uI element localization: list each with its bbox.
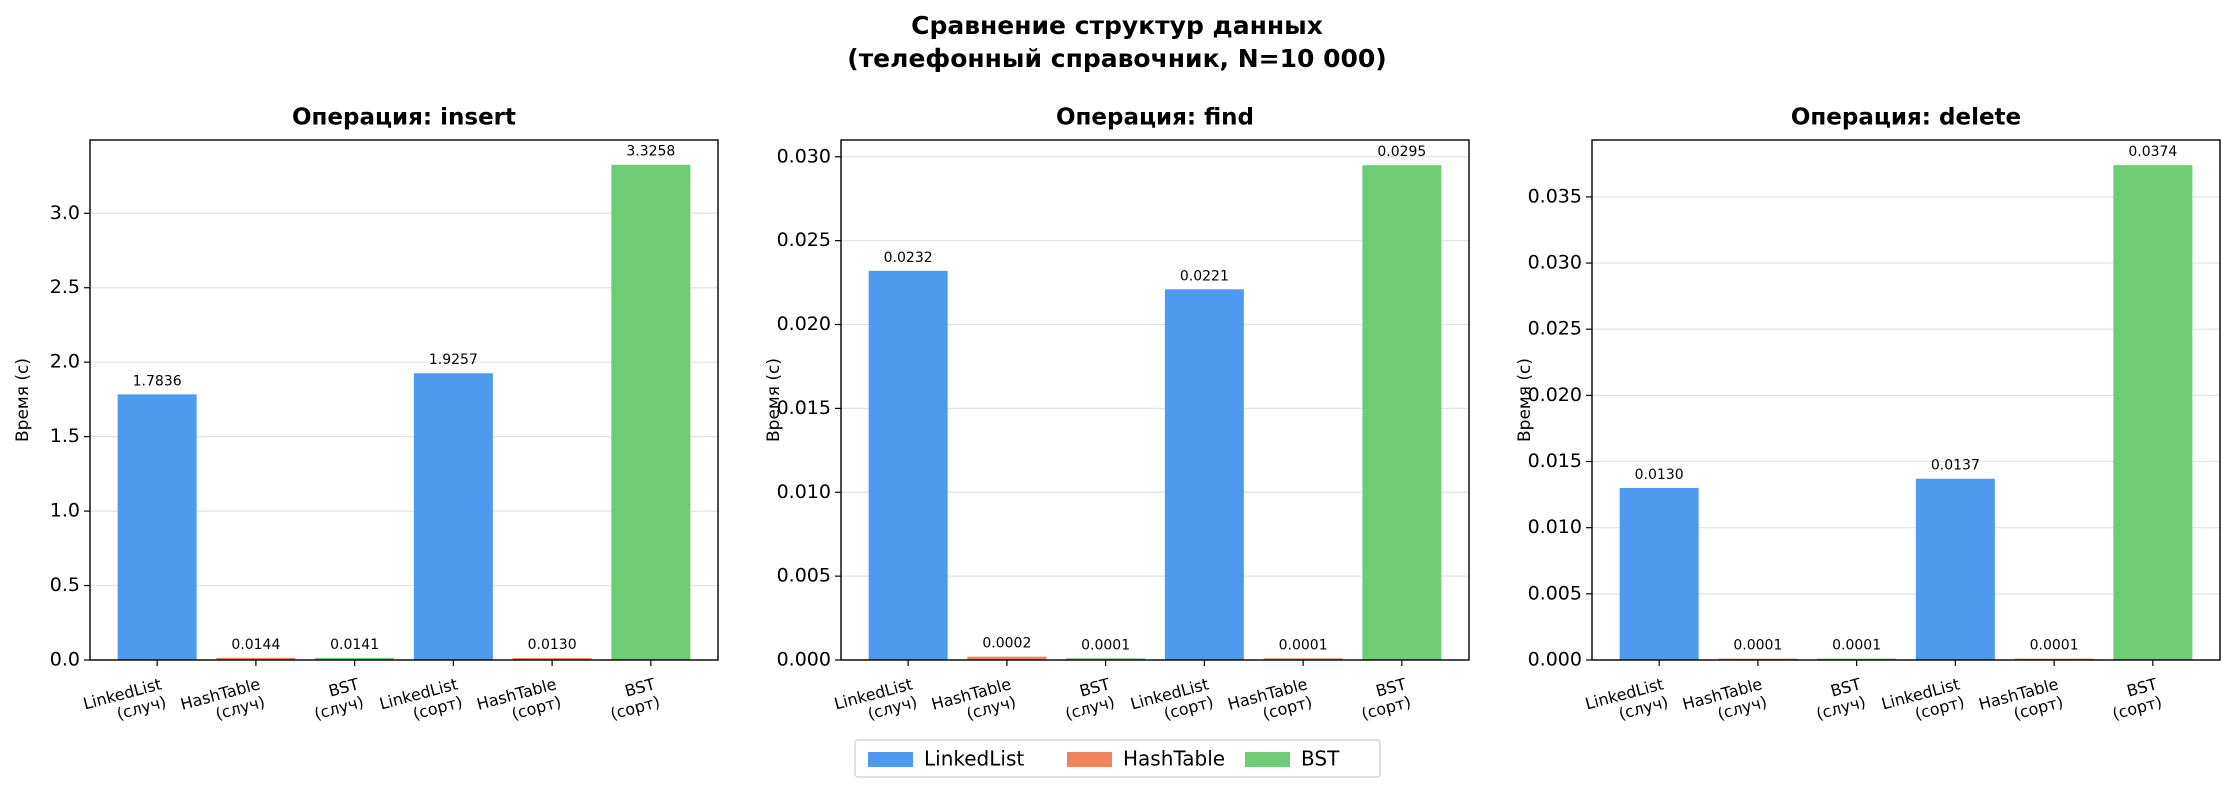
x-tick-label: BST(сорт) <box>2105 674 2164 723</box>
value-label: 0.0001 <box>1081 637 1130 653</box>
value-label: 0.0295 <box>1377 144 1426 160</box>
x-tick-label: HashTable(сорт) <box>1976 674 2065 731</box>
x-tick-label: HashTable(сорт) <box>474 674 563 731</box>
y-tick-label: 0.005 <box>777 565 831 587</box>
y-tick-label: 0.025 <box>777 229 831 251</box>
bar <box>1164 289 1244 660</box>
x-tick-label: LinkedList(случ) <box>81 674 168 731</box>
y-axis-label: Время (с) <box>1515 358 1535 442</box>
x-tick-label: HashTable(случ) <box>1680 674 1769 731</box>
y-tick-label: 0.005 <box>1528 582 1582 604</box>
legend-label: HashTable <box>1123 747 1225 771</box>
bar <box>117 394 197 660</box>
axes-frame <box>840 139 1470 661</box>
bar <box>413 373 493 660</box>
value-label: 0.0001 <box>1832 638 1881 654</box>
x-tick-label: BST(сорт) <box>1354 674 1413 723</box>
y-tick-label: 2.5 <box>50 276 80 298</box>
bar <box>315 657 395 660</box>
x-tick-label: LinkedList(сорт) <box>1879 674 1966 731</box>
y-tick-label: 3.0 <box>50 202 80 224</box>
value-label: 0.0130 <box>528 637 577 653</box>
subplot-title: Операция: delete <box>1791 105 2021 131</box>
subplot-title: Операция: find <box>1056 105 1254 131</box>
y-axis-label: Время (с) <box>764 358 784 442</box>
x-tick-label: BST(случ) <box>307 674 366 723</box>
x-tick-label: BST(случ) <box>1058 674 1117 723</box>
y-axis-label: Время (с) <box>13 358 33 442</box>
value-label: 0.0001 <box>1733 638 1782 654</box>
subplot: Операция: delete Время (с) 0.000 0.005 0.010… <box>1515 105 2221 731</box>
value-label: 0.0144 <box>231 637 280 653</box>
axes-frame <box>89 139 719 661</box>
axes-frame <box>1591 139 2221 661</box>
legend-swatch <box>868 752 913 767</box>
x-tick-label: LinkedList(сорт) <box>1128 674 1215 731</box>
x-tick-label: BST(сорт) <box>603 674 662 723</box>
legend: LinkedList HashTable BST <box>854 739 1381 778</box>
y-tick-label: 1.5 <box>50 425 80 447</box>
bar <box>1066 658 1146 660</box>
value-label: 1.7836 <box>133 373 182 389</box>
figure-title: Сравнение структур данных <box>911 11 1323 40</box>
y-tick-label: 1.0 <box>50 500 80 522</box>
legend-swatch <box>1067 752 1112 767</box>
x-tick-label: LinkedList(случ) <box>1583 674 1670 731</box>
bar <box>1263 658 1343 660</box>
y-tick-label: 0.020 <box>777 313 831 335</box>
y-tick-label: 2.0 <box>50 351 80 373</box>
x-tick-label: LinkedList(случ) <box>832 674 919 731</box>
value-label: 0.0137 <box>1931 458 1980 474</box>
value-label: 0.0130 <box>1635 467 1684 483</box>
value-label: 3.3258 <box>626 144 675 160</box>
y-tick-label: 0.0 <box>50 649 80 671</box>
bar <box>611 164 691 660</box>
x-tick-label: BST(случ) <box>1809 674 1868 723</box>
bar <box>967 656 1047 660</box>
y-tick-label: 0.030 <box>777 145 831 167</box>
legend-label: BST <box>1301 747 1340 771</box>
legend-swatch <box>1245 752 1290 767</box>
value-label: 0.0001 <box>2030 638 2079 654</box>
y-tick-label: 0.010 <box>777 481 831 503</box>
y-tick-label: 0.020 <box>1528 384 1582 406</box>
y-tick-label: 0.000 <box>777 649 831 671</box>
bar <box>216 657 296 660</box>
subplot: Операция: find Время (с) 0.000 0.005 0.010 0.… <box>764 105 1470 731</box>
bar <box>868 270 948 660</box>
bar <box>2113 165 2193 660</box>
bar <box>512 658 592 660</box>
value-label: 0.0232 <box>884 250 933 266</box>
value-label: 1.9257 <box>429 352 478 368</box>
x-tick-label: LinkedList(сорт) <box>377 674 464 731</box>
value-label: 0.0001 <box>1279 637 1328 653</box>
subplot-title: Операция: insert <box>292 105 516 131</box>
subplot: Операция: insert Время (с) 0.0 0.5 1.0 1.5 2.0… <box>13 105 719 731</box>
bar <box>1915 478 1995 660</box>
x-tick-label: HashTable(случ) <box>929 674 1018 731</box>
y-tick-label: 0.015 <box>1528 450 1582 472</box>
y-tick-label: 0.000 <box>1528 649 1582 671</box>
bar <box>1362 165 1442 660</box>
y-tick-label: 0.035 <box>1528 185 1582 207</box>
y-tick-label: 0.015 <box>777 397 831 419</box>
x-tick-label: HashTable(сорт) <box>1225 674 1314 731</box>
bar <box>1619 487 1699 660</box>
legend-frame <box>854 739 1381 778</box>
y-tick-label: 0.5 <box>50 574 80 596</box>
y-tick-label: 0.010 <box>1528 516 1582 538</box>
y-tick-label: 0.030 <box>1528 252 1582 274</box>
y-tick-label: 0.025 <box>1528 318 1582 340</box>
figure-subtitle: (телефонный справочник, N=10 000) <box>847 44 1386 73</box>
value-label: 0.0374 <box>2128 144 2177 160</box>
x-tick-label: HashTable(случ) <box>178 674 267 731</box>
legend-label: LinkedList <box>924 747 1024 771</box>
value-label: 0.0141 <box>330 637 379 653</box>
value-label: 0.0002 <box>982 636 1031 652</box>
value-label: 0.0221 <box>1180 268 1229 284</box>
